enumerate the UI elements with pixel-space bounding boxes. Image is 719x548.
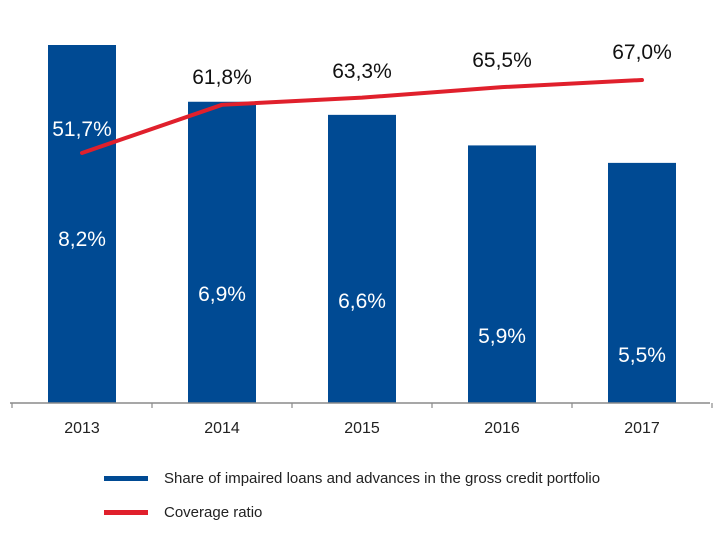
legend-swatch-bar <box>104 475 148 481</box>
coverage-ratio-line <box>80 78 644 155</box>
x-tick-label: 2016 <box>484 420 520 437</box>
x-tick-label: 2015 <box>344 420 380 437</box>
line-value-label: 67,0% <box>612 41 672 64</box>
line-value-label: 51,7% <box>52 118 112 141</box>
line-value-label: 65,5% <box>472 49 532 72</box>
line-value-label: 61,8% <box>192 66 252 89</box>
x-tick-label: 2013 <box>64 420 100 437</box>
bar-2016 <box>468 145 536 404</box>
legend: Share of impaired loans and advances in … <box>104 468 600 536</box>
bar-2014 <box>188 101 256 403</box>
bar-value-label: 8,2% <box>58 228 106 251</box>
legend-item-coverage-ratio: Coverage ratio <box>104 502 600 522</box>
bar-value-label: 5,9% <box>478 325 526 348</box>
bar-2015 <box>328 114 396 403</box>
bar-2017 <box>608 162 676 403</box>
bar-value-label: 6,9% <box>198 283 246 306</box>
legend-swatch-line <box>104 509 148 515</box>
legend-label-coverage-ratio: Coverage ratio <box>164 503 263 521</box>
line-value-label: 63,3% <box>332 60 392 83</box>
x-tick-label: 2017 <box>624 420 660 437</box>
combo-chart: 8,2% 6,9% 6,6% 5,9% 5,5% 2013 2014 2015 2016 2017… <box>10 41 713 437</box>
legend-label-impaired-loans: Share of impaired loans and advances in … <box>164 469 601 487</box>
bar-2013 <box>48 45 116 403</box>
x-tick-label: 2014 <box>204 420 240 437</box>
bar-value-label: 6,6% <box>338 290 386 313</box>
bar-value-label: 5,5% <box>618 344 666 367</box>
legend-item-impaired-loans: Share of impaired loans and advances in … <box>104 468 600 488</box>
